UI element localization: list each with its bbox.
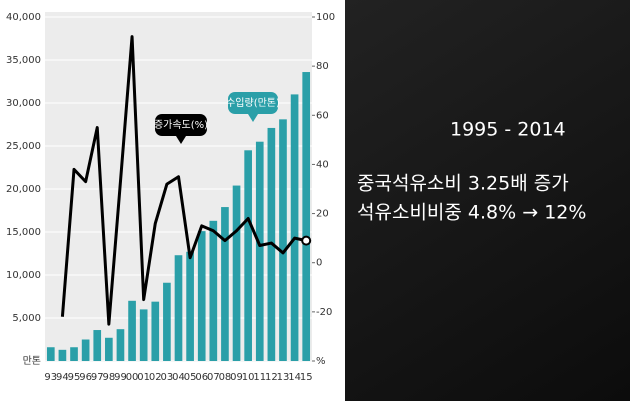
x-tick-label: 12 <box>265 372 278 383</box>
x-tick-label: 99 <box>114 372 127 383</box>
x-tick-label: 96 <box>79 372 92 383</box>
legend-label: 증가속도(%) <box>154 119 208 131</box>
bar <box>302 72 311 361</box>
bar <box>163 282 171 361</box>
x-tick-label: 02 <box>149 372 162 383</box>
y2-tick-label: 40 <box>316 159 329 170</box>
bar <box>232 185 241 361</box>
bar <box>209 220 218 361</box>
bar <box>186 251 194 361</box>
y-tick-label: 40,000 <box>6 12 41 23</box>
bar <box>46 347 55 361</box>
x-tick-label: 13 <box>277 372 290 383</box>
x-tick-label: 93 <box>44 372 57 383</box>
legend-label: 수입량(만톤) <box>226 96 280 109</box>
y-tick-label: 35,000 <box>6 55 41 66</box>
y-tick-label: 15,000 <box>6 227 41 238</box>
bar <box>279 119 287 361</box>
x-tick-label: 14 <box>288 372 301 383</box>
bar <box>197 231 206 361</box>
x-tick-label: 15 <box>300 372 313 383</box>
note: 석유소비비중 4.8% → 12% <box>357 202 586 224</box>
bar <box>221 207 229 361</box>
period: 1995 - 2014 <box>450 119 566 141</box>
x-tick-label: 04 <box>172 372 185 383</box>
line <box>60 35 307 326</box>
y2-tick-label: -20 <box>316 307 332 318</box>
bar <box>58 349 67 361</box>
bar <box>81 339 90 361</box>
bar <box>290 94 299 362</box>
callout-box <box>155 114 207 136</box>
bar <box>174 255 183 361</box>
bar <box>116 329 125 361</box>
y-tick-label: 만톤 <box>23 355 41 367</box>
y-tick-label: 30,000 <box>6 98 41 109</box>
x-tick-label: 97 <box>91 372 104 383</box>
x-tick-label: 95 <box>68 372 81 383</box>
x-tick-label: 03 <box>161 372 174 383</box>
x-tick-label: 06 <box>195 372 208 383</box>
note: 중국석유소비 3.25배 증가 <box>357 173 569 195</box>
y2-tick-label: % <box>316 356 326 367</box>
x-tick-label: 09 <box>230 372 243 383</box>
x-tick-label: 00 <box>126 372 139 383</box>
bar <box>105 337 113 361</box>
callout-box <box>228 92 278 114</box>
bar <box>255 141 264 361</box>
x-tick-label: 05 <box>184 372 197 383</box>
x-tick-label: 94 <box>56 372 69 383</box>
y2-tick-label: 60 <box>316 110 329 121</box>
bar <box>244 150 252 361</box>
x-tick-label: 11 <box>253 372 266 383</box>
bar <box>128 300 136 361</box>
x-tick-label: 10 <box>242 372 255 383</box>
bar <box>139 309 148 361</box>
x-tick-label: 07 <box>207 372 220 383</box>
x-tick-label: 01 <box>137 372 150 383</box>
bar <box>151 301 160 361</box>
callout-pointer <box>248 114 258 122</box>
y-tick-label: 5,000 <box>12 313 41 324</box>
y-tick-label: 25,000 <box>6 141 41 152</box>
x-tick-label: 98 <box>102 372 115 383</box>
y2-tick-label: 100 <box>316 12 335 23</box>
y2-tick-label: 0 <box>316 258 322 269</box>
x-tick-label: 08 <box>219 372 232 383</box>
y-tick-label: 10,000 <box>6 270 41 281</box>
y-tick-label: 20,000 <box>6 184 41 195</box>
bar <box>70 347 78 361</box>
y2-tick-label: 80 <box>316 61 329 72</box>
bar <box>93 330 102 361</box>
y2-tick-label: 20 <box>316 209 329 220</box>
callout-pointer <box>176 136 186 144</box>
end-point <box>301 235 312 246</box>
